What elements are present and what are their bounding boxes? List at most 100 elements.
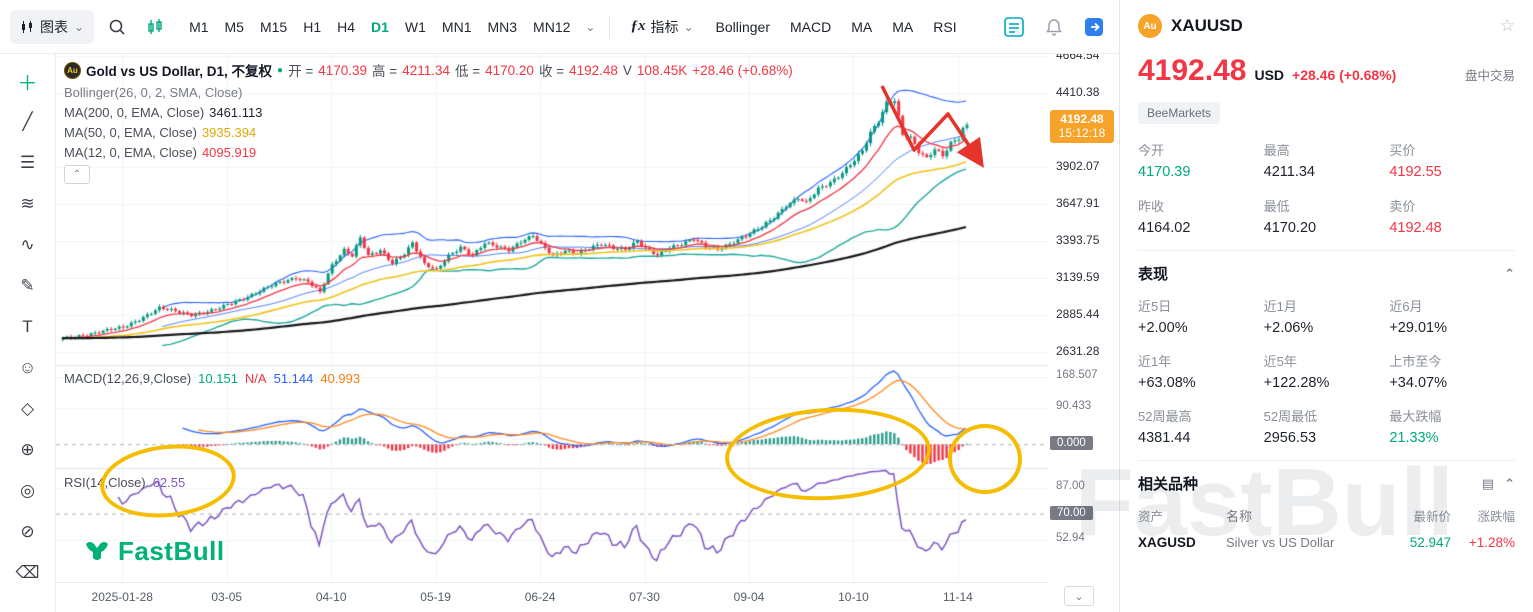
- perf-value: 2956.53: [1263, 430, 1317, 446]
- collapse-legend-button[interactable]: ⌃: [64, 165, 90, 184]
- time-axis[interactable]: 2025-01-28 03-05 04-10 05-19 06-24 07-30 09-04…: [56, 582, 1048, 612]
- perf-label: 52周最高: [1138, 409, 1192, 424]
- price-axis[interactable]: 4664.54 4410.38 3902.07 3647.91 3393.75 3139.…: [1048, 54, 1119, 582]
- perf-最大跌幅: 最大跌幅 21.33%: [1389, 406, 1515, 446]
- stat-最低: 最低 4170.20: [1264, 196, 1390, 236]
- collapse-performance-icon[interactable]: ⌃: [1504, 265, 1515, 281]
- last-price: 4192.48: [1138, 54, 1247, 87]
- related-asset: XAGUSD: [1138, 535, 1196, 550]
- low-label: 低 =: [455, 64, 481, 79]
- alert-bell-icon[interactable]: [1039, 12, 1069, 42]
- candlestick-style-icon[interactable]: [140, 12, 170, 42]
- stat-卖价: 卖价 4192.48: [1389, 196, 1515, 236]
- drawing-tool-sidebar: ＋ ╱ ☰ ≋ ∿ ✎ T ☺ ◇ ⊕ ◎ ⊘ ⌫: [0, 54, 56, 612]
- measure-tool[interactable]: ⌫: [15, 563, 40, 582]
- ma12-legend[interactable]: MA(12, 0, EMA, Close) 4095.919: [64, 145, 257, 160]
- time-tick-label: 07-30: [629, 590, 660, 604]
- timeframe-m5[interactable]: M5: [218, 15, 251, 39]
- timeframe-m15[interactable]: M15: [253, 15, 294, 39]
- time-tick-label: 05-19: [420, 590, 451, 604]
- ma200-legend[interactable]: MA(200, 0, EMA, Close) 3461.113: [64, 105, 263, 120]
- indicator-rsi-4[interactable]: RSI: [925, 15, 964, 39]
- related-header: 涨跌幅: [1477, 510, 1515, 524]
- emoji-tool[interactable]: ☺: [18, 358, 37, 377]
- indicator-ma-2[interactable]: MA: [843, 15, 880, 39]
- rsi-level-badge: 70.00: [1050, 505, 1093, 520]
- time-tick-label: 2025-01-28: [91, 590, 153, 604]
- price-tag-tool[interactable]: ◇: [20, 399, 35, 418]
- text-tool[interactable]: T: [22, 317, 33, 336]
- time-tick-label: 10-10: [838, 590, 869, 604]
- timeframe-m1[interactable]: M1: [182, 15, 215, 39]
- fx-icon: ƒx: [630, 18, 646, 34]
- stat-label: 卖价: [1389, 199, 1416, 214]
- annotation-ellipse[interactable]: [948, 424, 1022, 494]
- last-price-badge: 4192.48 15:12:18: [1050, 109, 1114, 143]
- broker-tag[interactable]: BeeMarkets: [1138, 102, 1221, 124]
- more-timeframes-icon[interactable]: ⌄: [585, 19, 596, 34]
- timeframe-list: M1 M5 M15 H1 H4 D1 W1 MN1 MN3 MN12: [182, 15, 577, 39]
- chart-menu-label: 图表: [40, 18, 68, 35]
- rsi-tick-label: 52.94: [1056, 531, 1085, 544]
- bollinger-legend[interactable]: Bollinger(26, 0, 2, SMA, Close): [64, 85, 243, 100]
- shape-tool[interactable]: ◎: [20, 481, 35, 500]
- export-icon[interactable]: [1079, 12, 1109, 42]
- stat-今开: 今开 4170.39: [1138, 140, 1264, 180]
- favorite-star-icon[interactable]: ☆: [1499, 16, 1515, 35]
- object-tree-icon[interactable]: [999, 12, 1029, 42]
- timeframe-d1[interactable]: D1: [364, 15, 396, 39]
- chart-symbol-title[interactable]: Gold vs US Dollar, D1, 不复权: [86, 64, 273, 79]
- performance-grid: 近5日 +2.00% 近1月 +2.06% 近6月 +29.01% 近1年 +63.08% 近5…: [1138, 296, 1515, 446]
- perf-近5年: 近5年 +122.28%: [1264, 351, 1390, 391]
- performance-section-header: 表现 ⌃: [1138, 263, 1515, 284]
- change-value: +28.46 (+0.68%): [692, 62, 793, 78]
- trend-line-tool[interactable]: ╱: [22, 112, 33, 131]
- timeframe-h1[interactable]: H1: [296, 15, 328, 39]
- wave-tool[interactable]: ∿: [20, 235, 35, 254]
- toolbar-right-icons: [999, 12, 1109, 42]
- timeframe-mn12[interactable]: MN12: [526, 15, 577, 39]
- macd-zero-badge: 0.000: [1050, 436, 1093, 451]
- stat-最高: 最高 4211.34: [1264, 140, 1390, 180]
- perf-label: 近1月: [1263, 299, 1297, 314]
- indicator-ma-3[interactable]: MA: [884, 15, 921, 39]
- indicator-bollinger[interactable]: Bollinger: [708, 15, 778, 39]
- session-status: 盘中交易: [1464, 69, 1515, 83]
- stat-value: 4192.55: [1389, 164, 1442, 180]
- timeframe-w1[interactable]: W1: [398, 15, 433, 39]
- related-list-icon[interactable]: ▤: [1481, 475, 1495, 491]
- chevron-down-icon: ⌄: [74, 19, 85, 34]
- fastbull-logo: FastBull: [82, 536, 225, 567]
- collapse-related-icon[interactable]: ⌃: [1504, 475, 1515, 491]
- timeframe-mn1[interactable]: MN1: [435, 15, 479, 39]
- annotation-arrow[interactable]: [868, 78, 1000, 182]
- search-icon[interactable]: [102, 12, 132, 42]
- price-chart-canvas[interactable]: [56, 54, 1048, 582]
- pattern-tool[interactable]: ≋: [20, 194, 35, 213]
- related-header: 资产: [1138, 510, 1164, 524]
- macd-tick-label: 168.507: [1056, 369, 1098, 382]
- price-tick-label: 4664.54: [1056, 54, 1100, 63]
- related-price: 52.947: [1409, 535, 1451, 550]
- brush-tool[interactable]: ✎: [20, 276, 35, 295]
- related-row-XAGUSD[interactable]: XAGUSD Silver vs US Dollar 52.947 +1.28%: [1138, 535, 1515, 550]
- fib-lines-tool[interactable]: ☰: [19, 153, 36, 172]
- macd-legend[interactable]: MACD(12,26,9,Close) 10.151 N/A 51.144 40…: [64, 371, 361, 386]
- perf-label: 近5年: [1263, 354, 1297, 369]
- scroll-to-latest-button[interactable]: ⌄: [1064, 586, 1094, 606]
- stat-昨收: 昨收 4164.02: [1138, 196, 1264, 236]
- timeframe-mn3[interactable]: MN3: [480, 15, 524, 39]
- rsi-legend[interactable]: RSI(14,Close) 62.55: [64, 475, 186, 490]
- crosshair-tool[interactable]: ＋: [17, 72, 38, 95]
- lock-tool[interactable]: ⊘: [20, 522, 35, 541]
- chart-type-menu-button[interactable]: 图表 ⌄: [10, 9, 95, 44]
- ma50-legend[interactable]: MA(50, 0, EMA, Close) 3935.394: [64, 125, 257, 140]
- perf-52周最高: 52周最高 4381.44: [1138, 406, 1264, 446]
- indicators-menu-button[interactable]: ƒx 指标 ⌄: [624, 13, 699, 41]
- indicator-macd-1[interactable]: MACD: [782, 15, 839, 39]
- timeframe-h4[interactable]: H4: [330, 15, 362, 39]
- zoom-tool[interactable]: ⊕: [20, 440, 35, 459]
- stat-value: 4170.39: [1138, 164, 1191, 180]
- close-value: 4192.48: [569, 62, 618, 78]
- volume-value: 108.45K: [636, 62, 688, 78]
